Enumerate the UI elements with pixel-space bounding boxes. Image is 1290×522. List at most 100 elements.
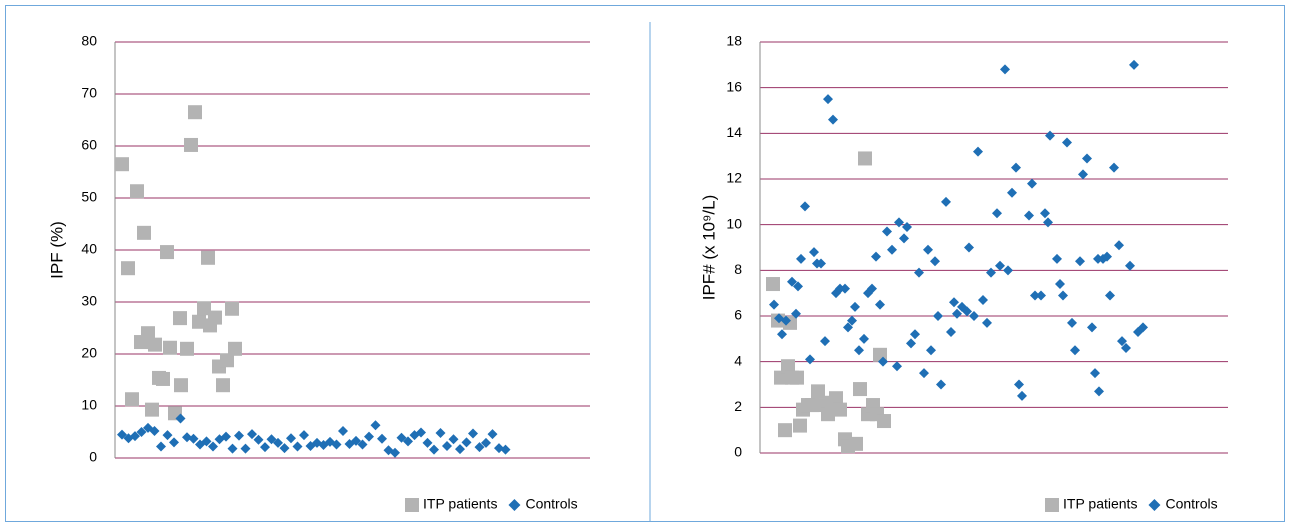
point [163,340,177,355]
point [982,317,992,328]
point [778,423,792,438]
point [174,378,188,393]
point [1114,240,1124,251]
point [331,439,342,450]
point [1036,290,1046,301]
point [160,245,174,260]
point [986,267,996,278]
point [1011,162,1021,173]
point [416,427,426,438]
point [978,295,988,306]
point [1075,256,1085,267]
point [800,201,810,212]
point [141,326,155,341]
y-tick-label: 50 [81,189,97,205]
point [787,276,797,287]
point [299,430,309,441]
point [790,370,804,385]
point [221,431,231,442]
point [169,437,179,448]
point [201,250,215,265]
point [253,434,264,445]
point [849,436,863,451]
legend-marker [508,499,521,511]
point [914,267,924,278]
legend-marker [405,498,419,512]
point [474,442,485,453]
point [1045,130,1055,141]
point [403,436,413,447]
point [926,345,936,356]
point [448,434,459,445]
point [188,433,199,444]
point [995,260,1005,271]
legend-label: Controls [525,496,577,512]
point [793,281,803,292]
point [468,428,478,439]
point [192,314,206,329]
point [816,258,826,269]
point [850,301,860,312]
point [148,337,162,352]
point [130,184,144,199]
point [162,430,173,441]
legend-label: ITP patients [1063,496,1137,512]
point [946,326,956,337]
point [136,427,147,437]
point [766,277,780,292]
y-axis-label: IPF (%) [47,221,66,279]
point [821,407,835,422]
point [899,233,909,244]
point [828,114,838,125]
point [962,306,972,317]
point [1000,64,1010,75]
point [234,430,244,441]
point [487,429,498,440]
point [1070,345,1080,356]
point [941,196,951,207]
point [1062,137,1072,148]
point [220,353,234,368]
point [992,208,1002,219]
point [442,441,452,452]
point [390,447,400,458]
point [357,439,368,450]
point [455,444,465,455]
point [1052,253,1062,264]
point [1024,210,1034,221]
point [247,429,257,440]
point [137,225,151,240]
point [364,431,374,442]
y-axis-label: IPF# (x 10⁹/L) [699,195,718,301]
point [1138,322,1148,333]
point [180,341,194,356]
point [906,338,916,349]
point [793,418,807,433]
point [820,336,830,347]
point [1117,336,1127,347]
point [1040,208,1050,219]
point [279,443,290,454]
y-tick-label: 0 [89,449,97,465]
point [878,356,888,367]
point [781,315,791,326]
point [930,256,940,267]
point [1055,279,1065,290]
point [1090,368,1100,379]
point [769,299,779,310]
point [796,253,806,264]
point [351,435,361,446]
point [949,297,959,308]
point [969,311,979,321]
point [1078,169,1088,180]
point [1094,386,1104,397]
point [201,436,212,447]
legend-marker [1045,498,1059,512]
point [286,433,296,444]
y-tick-label: 12 [726,170,742,186]
point [854,345,864,356]
y-tick-label: 14 [726,124,742,140]
y-tick-label: 4 [734,352,742,368]
point [216,378,230,393]
y-tick-label: 30 [81,293,97,309]
